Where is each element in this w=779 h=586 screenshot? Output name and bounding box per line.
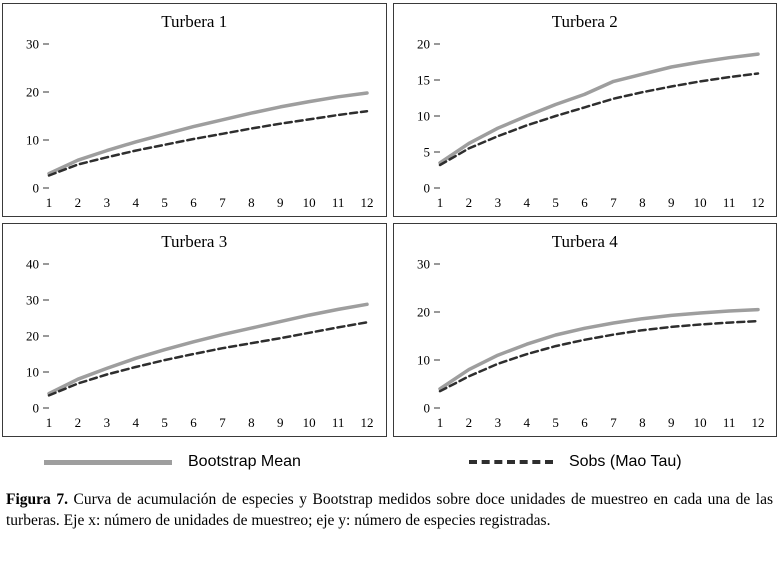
svg-text:0: 0	[33, 181, 40, 196]
svg-text:1: 1	[436, 415, 443, 430]
svg-text:1: 1	[46, 195, 53, 210]
svg-text:2: 2	[75, 415, 82, 430]
svg-text:0: 0	[423, 181, 430, 196]
svg-text:10: 10	[26, 133, 39, 148]
svg-text:6: 6	[581, 195, 588, 210]
svg-text:10: 10	[417, 109, 430, 124]
legend-label-bootstrap-mean: Bootstrap Mean	[188, 453, 301, 470]
charts-grid: Turbera 1 0 10 20 30 1 2 3 4 5 6 7 8 9 10 11 12 Turbera…	[2, 3, 777, 437]
legend-item-sobs: Sobs (Mao Tau)	[468, 453, 682, 471]
chart-title-turbera-3: Turbera 3	[161, 232, 228, 251]
svg-text:2: 2	[465, 415, 472, 430]
legend: Bootstrap Mean Sobs (Mao Tau)	[2, 453, 777, 471]
svg-text:12: 12	[751, 415, 764, 430]
panel-turbera-3: Turbera 3 0 10 20 30 40 1 2 3 4 5 6 7 8 9 10 11 12	[2, 223, 387, 437]
panel-turbera-2: Turbera 2 0 5 10 15 20 1 2 3 4 5 6 7 8 9 10 11 12	[392, 3, 777, 217]
svg-text:9: 9	[668, 195, 675, 210]
svg-text:2: 2	[75, 195, 82, 210]
svg-text:5: 5	[161, 415, 168, 430]
svg-text:30: 30	[26, 37, 39, 52]
svg-text:9: 9	[277, 195, 284, 210]
svg-text:20: 20	[417, 305, 430, 320]
svg-text:6: 6	[581, 415, 588, 430]
svg-text:6: 6	[190, 415, 197, 430]
panel-turbera-4: Turbera 4 0 10 20 30 1 2 3 4 5 6 7 8 9 10 11 12	[392, 223, 777, 437]
dashed-line-sample	[468, 460, 553, 464]
svg-text:7: 7	[219, 195, 226, 210]
svg-text:7: 7	[219, 415, 226, 430]
figure-caption-text: Curva de acumulación de especies y Boots…	[6, 491, 773, 530]
svg-text:40: 40	[26, 257, 39, 272]
svg-text:3: 3	[494, 415, 501, 430]
figure-caption: Figura 7. Curva de acumulación de especi…	[2, 489, 777, 532]
svg-text:4: 4	[523, 195, 530, 210]
svg-text:10: 10	[303, 195, 316, 210]
svg-text:5: 5	[552, 195, 559, 210]
svg-text:15: 15	[417, 73, 430, 88]
svg-text:3: 3	[494, 195, 501, 210]
figure-7: Turbera 1 0 10 20 30 1 2 3 4 5 6 7 8 9 10 11 12 Turbera…	[2, 3, 777, 532]
svg-text:4: 4	[523, 415, 530, 430]
svg-text:10: 10	[693, 195, 706, 210]
chart-title-turbera-4: Turbera 4	[551, 232, 618, 251]
svg-text:20: 20	[26, 85, 39, 100]
figure-caption-label: Figura 7.	[6, 491, 68, 508]
svg-text:10: 10	[26, 365, 39, 380]
svg-text:5: 5	[552, 415, 559, 430]
svg-text:5: 5	[161, 195, 168, 210]
svg-text:20: 20	[26, 329, 39, 344]
svg-text:8: 8	[248, 195, 255, 210]
legend-item-bootstrap-mean: Bootstrap Mean	[44, 453, 301, 471]
svg-text:3: 3	[104, 415, 111, 430]
svg-text:4: 4	[132, 195, 139, 210]
svg-text:1: 1	[46, 415, 53, 430]
svg-text:30: 30	[417, 257, 430, 272]
svg-text:20: 20	[417, 37, 430, 52]
svg-text:11: 11	[332, 415, 345, 430]
solid-line-sample	[44, 459, 172, 465]
svg-text:10: 10	[417, 353, 430, 368]
svg-text:11: 11	[722, 415, 735, 430]
svg-text:8: 8	[639, 415, 646, 430]
svg-text:0: 0	[423, 401, 430, 416]
svg-text:12: 12	[361, 195, 374, 210]
legend-label-sobs: Sobs (Mao Tau)	[568, 453, 682, 470]
svg-text:10: 10	[693, 415, 706, 430]
svg-text:9: 9	[668, 415, 675, 430]
svg-text:9: 9	[277, 415, 284, 430]
svg-text:1: 1	[436, 195, 443, 210]
svg-text:11: 11	[332, 195, 345, 210]
svg-text:7: 7	[610, 195, 617, 210]
svg-text:12: 12	[751, 195, 764, 210]
chart-title-turbera-1: Turbera 1	[161, 12, 228, 31]
svg-text:7: 7	[610, 415, 617, 430]
chart-title-turbera-2: Turbera 2	[551, 12, 618, 31]
svg-text:5: 5	[423, 145, 430, 160]
svg-text:8: 8	[248, 415, 255, 430]
svg-text:11: 11	[722, 195, 735, 210]
svg-text:8: 8	[639, 195, 646, 210]
svg-text:10: 10	[303, 415, 316, 430]
svg-text:6: 6	[190, 195, 197, 210]
svg-text:12: 12	[361, 415, 374, 430]
svg-text:4: 4	[132, 415, 139, 430]
svg-text:30: 30	[26, 293, 39, 308]
svg-text:2: 2	[465, 195, 472, 210]
panel-turbera-1: Turbera 1 0 10 20 30 1 2 3 4 5 6 7 8 9 10 11 12	[2, 3, 387, 217]
svg-text:3: 3	[104, 195, 111, 210]
svg-text:0: 0	[33, 401, 40, 416]
